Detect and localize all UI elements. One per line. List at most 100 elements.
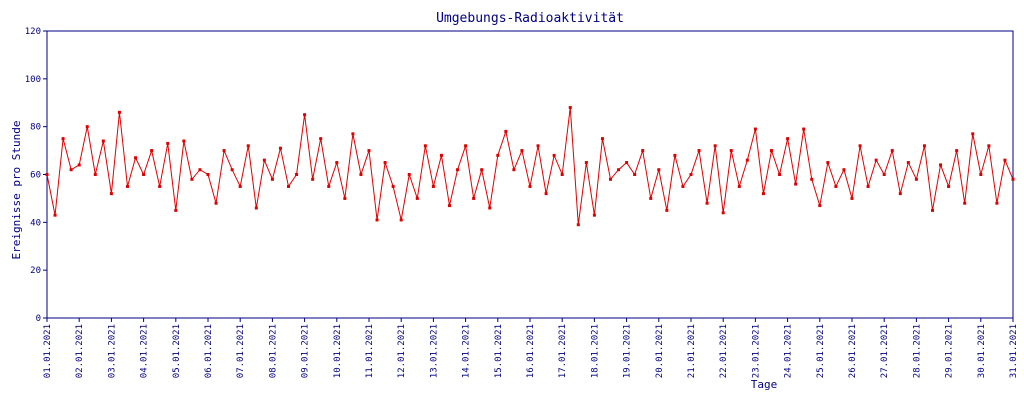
data-point — [109, 192, 113, 196]
data-point — [657, 168, 661, 172]
data-point — [890, 149, 894, 153]
data-point — [448, 204, 451, 208]
data-point — [238, 184, 242, 188]
data-point — [230, 168, 234, 172]
data-point — [560, 173, 564, 176]
chart-title: Umgebungs-Radioaktivität — [436, 11, 624, 26]
data-point — [528, 184, 532, 188]
y-tick-label: 0 — [36, 314, 41, 324]
data-point — [126, 184, 129, 188]
data-point — [287, 184, 290, 188]
x-tick-label: 18.01.2021 — [590, 324, 600, 378]
x-tick-label: 03.01.2021 — [107, 324, 117, 378]
data-point — [174, 208, 178, 212]
y-tick-label: 20 — [30, 266, 41, 276]
data-point — [947, 184, 951, 188]
x-tick-label: 23.01.2021 — [751, 324, 761, 378]
data-point — [786, 137, 790, 141]
data-line — [46, 107, 1014, 225]
data-point — [464, 144, 468, 148]
x-tick-label: 08.01.2021 — [268, 324, 278, 378]
data-point — [246, 144, 250, 148]
data-point — [536, 144, 540, 148]
data-point — [721, 211, 725, 215]
data-point — [544, 192, 548, 196]
data-point — [568, 106, 572, 110]
x-tick-label: 16.01.2021 — [526, 324, 536, 378]
data-point — [729, 149, 733, 153]
data-point — [802, 127, 806, 131]
x-tick-label: 10.01.2021 — [333, 324, 343, 378]
x-tick-label: 07.01.2021 — [236, 324, 246, 378]
x-tick-label: 04.01.2021 — [140, 324, 150, 378]
data-point — [85, 125, 89, 129]
x-tick-label: 27.01.2021 — [880, 324, 890, 378]
plot-frame — [46, 30, 1014, 319]
data-point — [327, 184, 331, 188]
data-point — [399, 218, 403, 222]
data-point — [778, 173, 782, 176]
y-tick-label: 120 — [25, 27, 41, 37]
y-tick-label: 100 — [25, 75, 41, 85]
x-tick-label: 02.01.2021 — [75, 324, 85, 378]
y-tick-label: 80 — [30, 123, 41, 133]
data-point — [705, 201, 709, 205]
x-tick-label: 22.01.2021 — [719, 324, 729, 378]
data-point — [826, 161, 830, 165]
data-point — [150, 149, 154, 153]
x-tick-label: 28.01.2021 — [912, 324, 922, 378]
data-point — [600, 137, 604, 141]
data-point — [987, 144, 991, 148]
y-tick-label: 60 — [30, 171, 41, 181]
data-point — [190, 177, 194, 181]
data-point — [456, 168, 460, 172]
data-point — [971, 132, 975, 136]
data-point — [295, 173, 299, 176]
data-point — [439, 153, 443, 157]
x-tick-label: 24.01.2021 — [784, 324, 794, 378]
data-point — [955, 149, 959, 153]
y-axis-label: Ereignisse pro Stunde — [10, 120, 23, 259]
data-point — [641, 149, 645, 153]
data-point — [367, 149, 371, 153]
data-point — [142, 173, 146, 176]
data-point — [359, 173, 363, 176]
data-point — [311, 177, 315, 181]
data-point — [69, 168, 73, 172]
data-point — [431, 184, 435, 188]
x-tick-label: 05.01.2021 — [172, 324, 182, 378]
data-point — [963, 201, 967, 205]
data-point — [866, 184, 870, 188]
x-tick-label: 14.01.2021 — [462, 324, 472, 378]
data-point — [625, 161, 629, 165]
data-point — [343, 196, 347, 200]
data-point — [834, 184, 838, 188]
data-point — [101, 139, 105, 143]
data-point — [262, 158, 266, 162]
x-tick-label: 12.01.2021 — [397, 324, 407, 378]
data-point — [882, 173, 886, 176]
data-point — [278, 146, 282, 150]
data-point — [423, 144, 427, 148]
data-point — [584, 161, 588, 165]
data-point — [737, 184, 741, 188]
x-tick-label: 09.01.2021 — [301, 324, 311, 378]
x-tick-label: 15.01.2021 — [494, 324, 504, 378]
data-point — [520, 149, 524, 153]
data-point — [609, 177, 612, 181]
data-point — [818, 204, 822, 208]
data-point — [592, 213, 596, 217]
x-tick-label: 30.01.2021 — [977, 324, 987, 378]
data-point — [617, 168, 621, 172]
x-tick-label: 11.01.2021 — [365, 324, 375, 378]
data-point — [53, 213, 57, 217]
data-point — [770, 149, 773, 153]
data-point — [158, 184, 162, 188]
data-point — [665, 208, 669, 212]
data-point — [61, 137, 65, 141]
data-point — [810, 177, 814, 181]
x-tick-label: 06.01.2021 — [204, 324, 214, 378]
data-point — [270, 177, 274, 181]
data-point — [303, 113, 307, 117]
